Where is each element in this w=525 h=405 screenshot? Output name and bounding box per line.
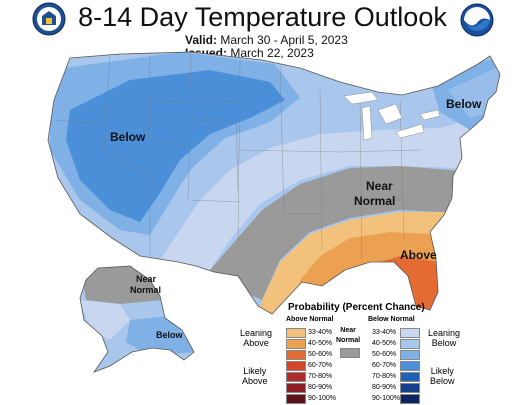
legend-near-normal: Near Normal (336, 327, 361, 344)
swatch-above-5 (286, 383, 306, 393)
swatch-above-label: 70-80% (308, 373, 333, 380)
swatch-below-label: 40-50% (372, 340, 397, 347)
swatch-below-1 (400, 339, 420, 349)
swatch-below-label: 90-100% (372, 395, 401, 402)
legend-title: Probability (Percent Chance) (288, 302, 425, 313)
swatch-above-3 (286, 361, 306, 371)
swatch-below-label: 33-40% (372, 329, 397, 336)
swatch-above-label: 40-50% (308, 340, 333, 347)
probability-legend: Probability (Percent Chance) Above Norma… (228, 302, 468, 404)
swatch-below-label: 80-90% (372, 384, 397, 391)
swatch-above-label: 50-60% (308, 351, 333, 358)
swatch-below-0 (400, 328, 420, 338)
label-below-west: Below (110, 130, 146, 144)
legend-above-header: Above Normal (286, 316, 334, 323)
ak-below-core (126, 316, 194, 356)
noaa-logo-icon (460, 3, 494, 37)
swatch-above-4 (286, 372, 306, 382)
label-below-ne: Below (446, 97, 482, 111)
map-title: 8-14 Day Temperature Outlook (78, 2, 447, 32)
swatch-above-6 (286, 394, 306, 404)
label-near-normal-1: Near (366, 179, 393, 193)
label-ak-near-1: Near (136, 274, 157, 284)
swatch-near-normal (340, 348, 360, 358)
swatch-below-label: 70-80% (372, 373, 397, 380)
swatch-below-2 (400, 350, 420, 360)
label-above: Above (400, 248, 437, 262)
swatch-above-label: 80-90% (308, 384, 333, 391)
region-below-core (66, 70, 285, 222)
swatch-below-3 (400, 361, 420, 371)
doc-seal-icon (32, 2, 66, 36)
swatch-below-label: 60-70% (372, 362, 397, 369)
swatch-below-6 (400, 394, 420, 404)
valid-dates: Valid: March 30 - April 5, 2023 (185, 33, 348, 47)
legend-likely-below: Likely Below (430, 366, 455, 386)
swatch-above-1 (286, 339, 306, 349)
label-near-normal-2: Normal (354, 194, 395, 208)
label-ak-near-2: Normal (130, 285, 161, 295)
swatch-above-2 (286, 350, 306, 360)
swatch-below-label: 50-60% (372, 351, 397, 358)
legend-leaning-below: Leaning Below (428, 328, 461, 348)
legend-below-header: Below Normal (368, 316, 415, 323)
label-ak-below: Below (156, 330, 184, 340)
region-near-normal (210, 166, 470, 300)
swatch-above-0 (286, 328, 306, 338)
swatch-above-label: 90-100% (308, 395, 337, 402)
swatch-above-label: 60-70% (308, 362, 333, 369)
legend-leaning-above: Leaning Above (240, 328, 273, 348)
legend-likely-above: Likely Above (242, 366, 268, 386)
region-below-light (160, 100, 500, 270)
swatch-above-label: 33-40% (308, 329, 333, 336)
swatch-below-4 (400, 372, 420, 382)
swatch-below-5 (400, 383, 420, 393)
